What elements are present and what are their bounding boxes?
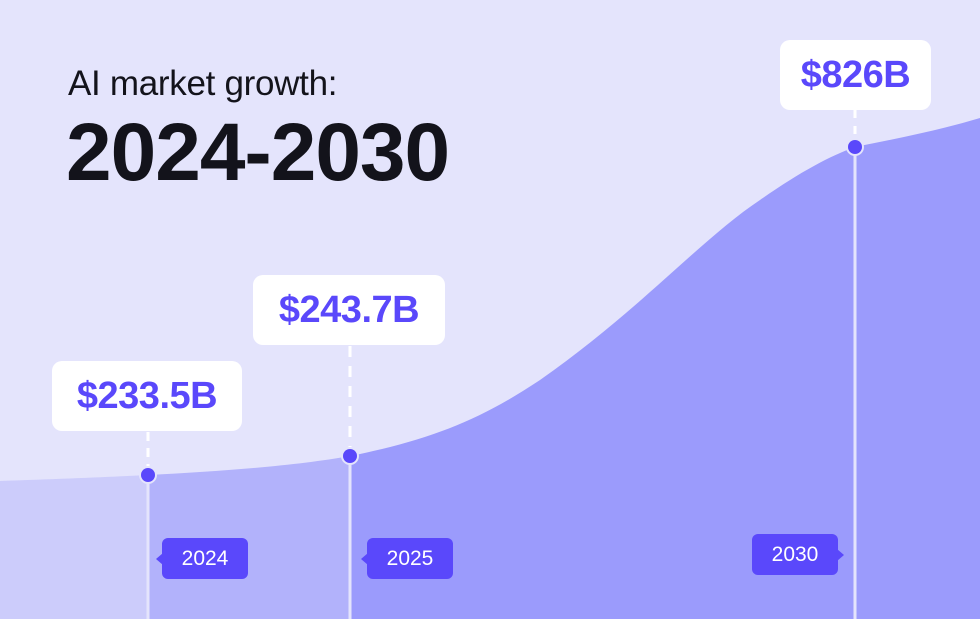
value-card-2024: $233.5B <box>52 361 242 431</box>
value-card-2030: $826B <box>780 40 931 110</box>
chart-title: 2024-2030 <box>66 107 450 198</box>
year-label-2024: 2024 <box>156 538 248 579</box>
year-label-2025: 2025 <box>361 538 453 579</box>
year-label-2030: 2030 <box>752 534 844 575</box>
data-point[interactable] <box>848 140 862 154</box>
marker-2030 <box>846 110 864 619</box>
marker-2024 <box>139 432 157 619</box>
value-card-2025: $243.7B <box>253 275 445 345</box>
data-point[interactable] <box>141 468 155 482</box>
marker-2025 <box>341 346 359 619</box>
chart-subtitle: AI market growth: <box>68 64 338 103</box>
data-point[interactable] <box>343 449 357 463</box>
